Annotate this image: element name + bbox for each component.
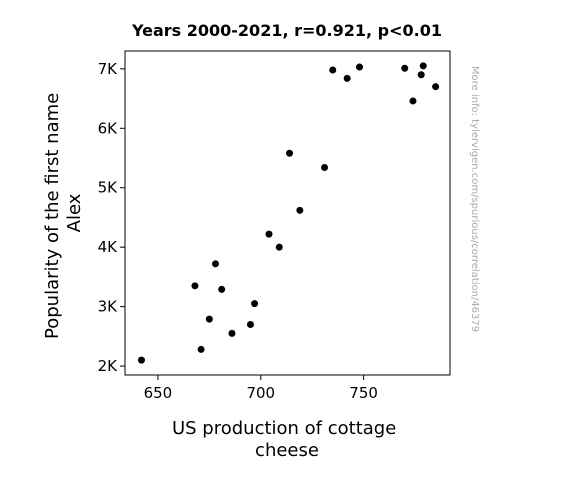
y-tick-label: 3K <box>98 298 119 316</box>
data-point-11 <box>275 243 283 251</box>
data-points <box>137 62 440 364</box>
plot-area <box>124 50 451 376</box>
y-axis-label-line-1: Popularity of the first name <box>42 93 63 339</box>
data-point-17 <box>355 63 363 71</box>
data-point-21 <box>419 62 427 70</box>
y-tick-label: 6K <box>98 119 119 137</box>
data-point-9 <box>251 300 259 308</box>
y-axis-ticks: 2K 3K 4K 5K 6K 7K <box>98 60 125 375</box>
x-tick-label: 700 <box>246 384 275 402</box>
y-axis-label: Popularity of the first name Alex <box>42 87 85 339</box>
x-tick-label: 750 <box>349 384 378 402</box>
x-axis-label-line-1: US production of cottage <box>172 418 396 439</box>
data-point-18 <box>401 64 409 72</box>
watermark: More info: tylervigen.com/spurious/corre… <box>469 66 480 332</box>
data-point-3 <box>197 345 205 353</box>
y-axis-label-line-2: Alex <box>64 193 85 232</box>
data-point-4 <box>205 315 213 323</box>
data-point-1 <box>137 356 145 364</box>
data-point-14 <box>321 164 329 172</box>
data-point-16 <box>343 74 351 82</box>
chart-title: Years 2000-2021, r=0.921, p<0.01 <box>131 21 442 40</box>
y-tick-label: 2K <box>98 357 119 375</box>
x-tick-label: 650 <box>144 384 173 402</box>
y-tick-label: 4K <box>98 238 119 256</box>
data-point-8 <box>246 320 254 328</box>
x-axis-label-line-2: cheese <box>255 440 319 461</box>
y-tick-label: 5K <box>98 179 119 197</box>
data-point-2 <box>191 282 199 290</box>
data-point-10 <box>265 230 273 238</box>
x-axis-label: US production of cottage cheese <box>172 418 402 461</box>
data-point-20 <box>417 71 425 79</box>
data-point-22 <box>432 83 440 91</box>
data-point-13 <box>296 206 304 214</box>
data-point-5 <box>212 260 220 268</box>
data-point-15 <box>329 66 337 74</box>
data-point-12 <box>286 149 294 157</box>
plot-frame <box>124 50 451 376</box>
x-axis-ticks: 650 700 750 <box>144 375 378 402</box>
data-point-6 <box>218 285 226 293</box>
data-point-7 <box>228 329 236 337</box>
data-point-19 <box>409 97 417 105</box>
y-tick-label: 7K <box>98 60 119 78</box>
